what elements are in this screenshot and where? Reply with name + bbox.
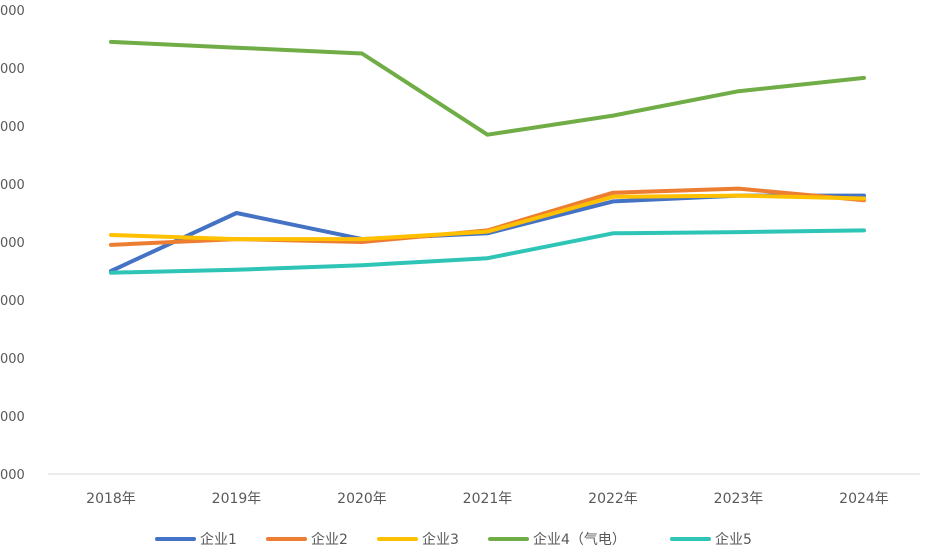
series-line-3 — [109, 193, 866, 242]
y-tick-label: 000 — [0, 294, 25, 309]
y-tick-label: 000 — [0, 62, 25, 77]
series-line-5 — [109, 228, 866, 275]
y-tick-label: 000 — [0, 236, 25, 251]
x-tick-label: 2021年 — [463, 491, 513, 507]
x-tick-label: 2022年 — [588, 491, 638, 507]
legend-label: 企业4（气电） — [533, 531, 626, 548]
legend-label: 企业1 — [200, 531, 237, 548]
x-tick-label: 2023年 — [714, 491, 764, 507]
x-tick-label: 2020年 — [337, 491, 387, 507]
legend-label: 企业3 — [422, 531, 459, 548]
series-line-4 — [109, 39, 866, 137]
y-axis-ticks: 000 000 000 000 000 000 000 000 000 — [0, 4, 25, 483]
legend: 企业1 企业2 企业3 企业4（气电） 企业5 — [155, 531, 752, 548]
series-lines — [109, 39, 866, 275]
y-tick-label: 000 — [0, 468, 25, 483]
x-tick-label: 2018年 — [86, 491, 136, 507]
y-tick-label: 000 — [0, 410, 25, 425]
legend-label: 企业5 — [715, 531, 752, 548]
y-tick-label: 000 — [0, 178, 25, 193]
legend-label: 企业2 — [311, 531, 348, 548]
y-tick-label: 000 — [0, 120, 25, 135]
x-tick-label: 2019年 — [212, 491, 262, 507]
x-tick-label: 2024年 — [839, 491, 889, 507]
y-tick-label: 000 — [0, 4, 25, 19]
y-tick-label: 000 — [0, 352, 25, 367]
x-axis-ticks: 2018年 2019年 2020年 2021年 2022年 2023年 2024年 — [86, 491, 889, 507]
